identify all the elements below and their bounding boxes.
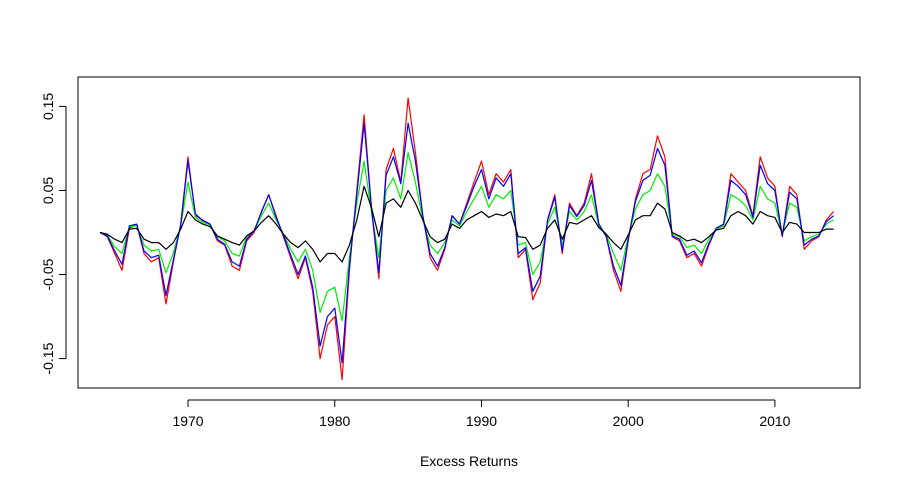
x-tick-label: 1970 bbox=[172, 413, 203, 429]
y-tick-label: -0.15 bbox=[40, 342, 56, 374]
series-line-3 bbox=[99, 122, 834, 364]
y-tick-label: 0.15 bbox=[40, 93, 56, 120]
x-tick-label: 1980 bbox=[319, 413, 350, 429]
x-tick-label: 2000 bbox=[613, 413, 644, 429]
x-axis-title: Excess Returns bbox=[420, 453, 518, 469]
series-line-4 bbox=[99, 185, 834, 263]
y-tick-label: 0.05 bbox=[40, 177, 56, 204]
series-line-2 bbox=[99, 152, 834, 322]
y-axis: -0.15 -0.05 0.05 0.15 bbox=[40, 93, 67, 375]
plot-frame bbox=[77, 76, 861, 389]
x-tick-label: 1990 bbox=[466, 413, 497, 429]
series-line-1 bbox=[99, 97, 835, 381]
series-layer bbox=[99, 97, 835, 381]
x-tick-label: 2010 bbox=[759, 413, 790, 429]
y-tick-label: -0.05 bbox=[40, 258, 56, 290]
x-axis: 1970 1980 1990 2000 2010 bbox=[172, 399, 791, 429]
